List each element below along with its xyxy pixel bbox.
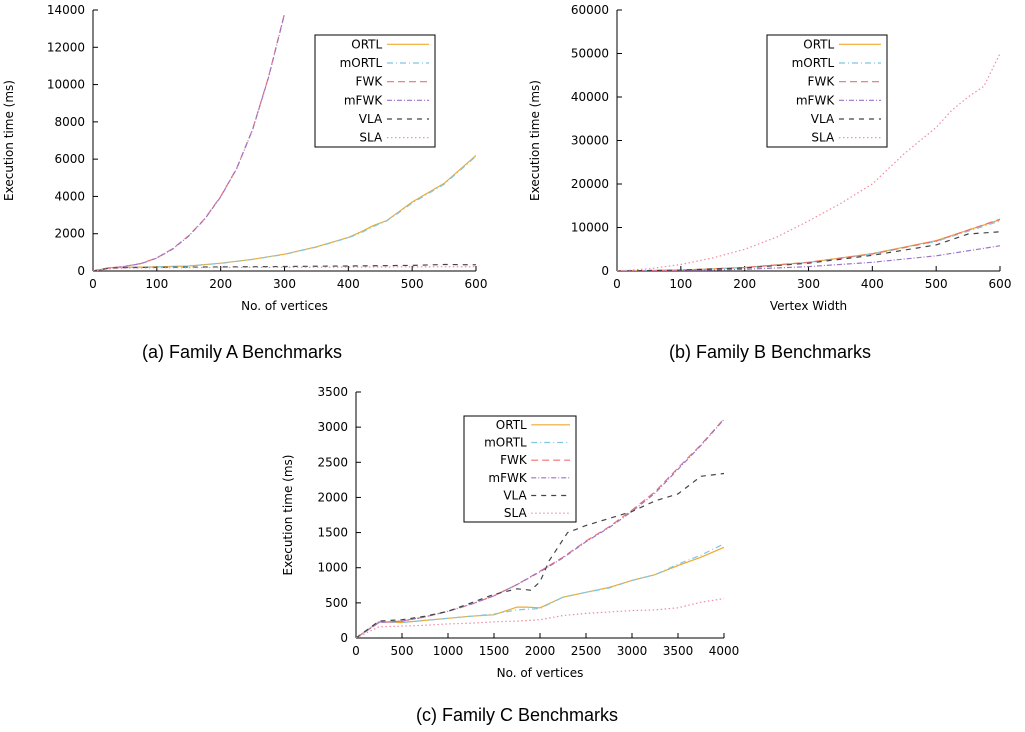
x-tick-label: 500 xyxy=(925,277,948,291)
legend-label: mFWK xyxy=(488,471,527,485)
y-tick-label: 2000 xyxy=(54,227,85,241)
y-tick-label: 14000 xyxy=(47,3,85,17)
legend-label: ORTL xyxy=(351,37,382,51)
y-tick-label: 10000 xyxy=(47,78,85,92)
x-tick-label: 400 xyxy=(337,277,360,291)
y-tick-label: 3000 xyxy=(317,420,348,434)
x-axis-label: No. of vertices xyxy=(497,666,584,680)
x-tick-label: 300 xyxy=(797,277,820,291)
y-tick-label: 10000 xyxy=(571,221,609,235)
x-tick-label: 0 xyxy=(89,277,97,291)
x-tick-label: 3000 xyxy=(617,644,648,658)
legend-box xyxy=(314,34,436,148)
x-tick-label: 0 xyxy=(613,277,621,291)
x-tick-label: 600 xyxy=(989,277,1012,291)
x-tick-label: 400 xyxy=(861,277,884,291)
legend-label: mFWK xyxy=(796,93,835,107)
x-tick-label: 100 xyxy=(669,277,692,291)
y-tick-label: 8000 xyxy=(54,115,85,129)
legend: ORTL mORTL FWK mFWK VLA SLA xyxy=(766,34,888,148)
legend-label: FWK xyxy=(500,453,528,467)
series-line-mfwk xyxy=(93,13,286,271)
x-tick-label: 200 xyxy=(209,277,232,291)
y-tick-label: 50000 xyxy=(571,47,609,61)
x-tick-label: 500 xyxy=(391,644,414,658)
legend-label: VLA xyxy=(359,112,383,126)
x-tick-label: 1000 xyxy=(433,644,464,658)
x-tick-label: 500 xyxy=(401,277,424,291)
y-tick-label: 20000 xyxy=(571,177,609,191)
series-line-vla xyxy=(356,472,724,638)
legend-box xyxy=(766,34,888,148)
y-tick-label: 2500 xyxy=(317,455,348,469)
chart-caption: (c) Family C Benchmarks xyxy=(416,705,618,725)
x-tick-label: 2500 xyxy=(571,644,602,658)
y-tick-label: 1500 xyxy=(317,526,348,540)
y-tick-label: 6000 xyxy=(54,152,85,166)
y-tick-label: 30000 xyxy=(571,134,609,148)
series-group xyxy=(93,13,476,271)
series-line-vla xyxy=(617,231,1000,271)
legend-label: SLA xyxy=(359,131,383,145)
y-tick-label: 3500 xyxy=(317,385,348,399)
legend-label: mORTL xyxy=(792,56,835,70)
chart-c: 0 500 1000 1500 2000 2500 3000 3500 0 500 1000 1500… xyxy=(281,385,739,725)
y-tick-label: 500 xyxy=(325,596,348,610)
series-line-sla xyxy=(617,53,1000,271)
y-tick-label: 60000 xyxy=(571,3,609,17)
series-group xyxy=(617,53,1000,271)
chart-caption: (a) Family A Benchmarks xyxy=(142,342,342,362)
x-axis-label: No. of vertices xyxy=(241,299,328,313)
x-tick-label: 100 xyxy=(145,277,168,291)
series-line-ortl xyxy=(93,154,476,271)
y-tick-label: 0 xyxy=(601,264,609,278)
chart-b: 0 10000 20000 30000 40000 50000 60000 0 100 200 30… xyxy=(528,3,1011,362)
x-tick-label: 600 xyxy=(465,277,488,291)
y-tick-label: 2000 xyxy=(317,490,348,504)
legend-label: FWK xyxy=(356,75,384,89)
legend-label: VLA xyxy=(811,112,835,126)
x-tick-label: 2000 xyxy=(525,644,556,658)
x-tick-label: 300 xyxy=(273,277,296,291)
y-tick-label: 0 xyxy=(340,631,348,645)
y-tick-label: 1000 xyxy=(317,561,348,575)
legend-label: SLA xyxy=(504,506,528,520)
legend-label: ORTL xyxy=(496,418,527,432)
y-tick-label: 40000 xyxy=(571,90,609,104)
x-tick-label: 4000 xyxy=(709,644,740,658)
legend-label: mORTL xyxy=(484,436,527,450)
y-tick-label: 4000 xyxy=(54,189,85,203)
series-line-fwk xyxy=(617,218,1000,271)
legend-label: mORTL xyxy=(340,56,383,70)
legend-label: ORTL xyxy=(803,37,834,51)
x-tick-label: 1500 xyxy=(479,644,510,658)
x-axis-label: Vertex Width xyxy=(770,299,847,313)
series-line-sla xyxy=(93,266,476,271)
legend-label: mFWK xyxy=(344,93,383,107)
y-tick-label: 12000 xyxy=(47,40,85,54)
y-axis-label: Execution time (ms) xyxy=(2,80,16,201)
x-tick-label: 200 xyxy=(733,277,756,291)
chart-a: 0 2000 4000 6000 8000 10000 12000 14000 0 100 200 3… xyxy=(2,3,487,362)
series-line-fwk xyxy=(93,13,286,271)
legend-label: FWK xyxy=(808,75,836,89)
series-line-ortl xyxy=(356,546,724,638)
legend: ORTL mORTL FWK mFWK VLA SLA xyxy=(314,34,436,148)
series-line-mortl xyxy=(356,543,724,638)
x-tick-label: 0 xyxy=(352,644,360,658)
legend: ORTL mORTL FWK mFWK VLA SLA xyxy=(463,415,577,523)
legend-box xyxy=(463,415,577,523)
y-axis-label: Execution time (ms) xyxy=(281,455,295,576)
legend-label: VLA xyxy=(503,489,527,503)
series-line-fwk xyxy=(356,418,724,638)
y-axis-label: Execution time (ms) xyxy=(528,80,542,201)
legend-label: SLA xyxy=(811,131,835,145)
y-tick-label: 0 xyxy=(77,264,85,278)
chart-caption: (b) Family B Benchmarks xyxy=(669,342,871,362)
series-group xyxy=(356,418,724,638)
x-tick-label: 3500 xyxy=(663,644,694,658)
